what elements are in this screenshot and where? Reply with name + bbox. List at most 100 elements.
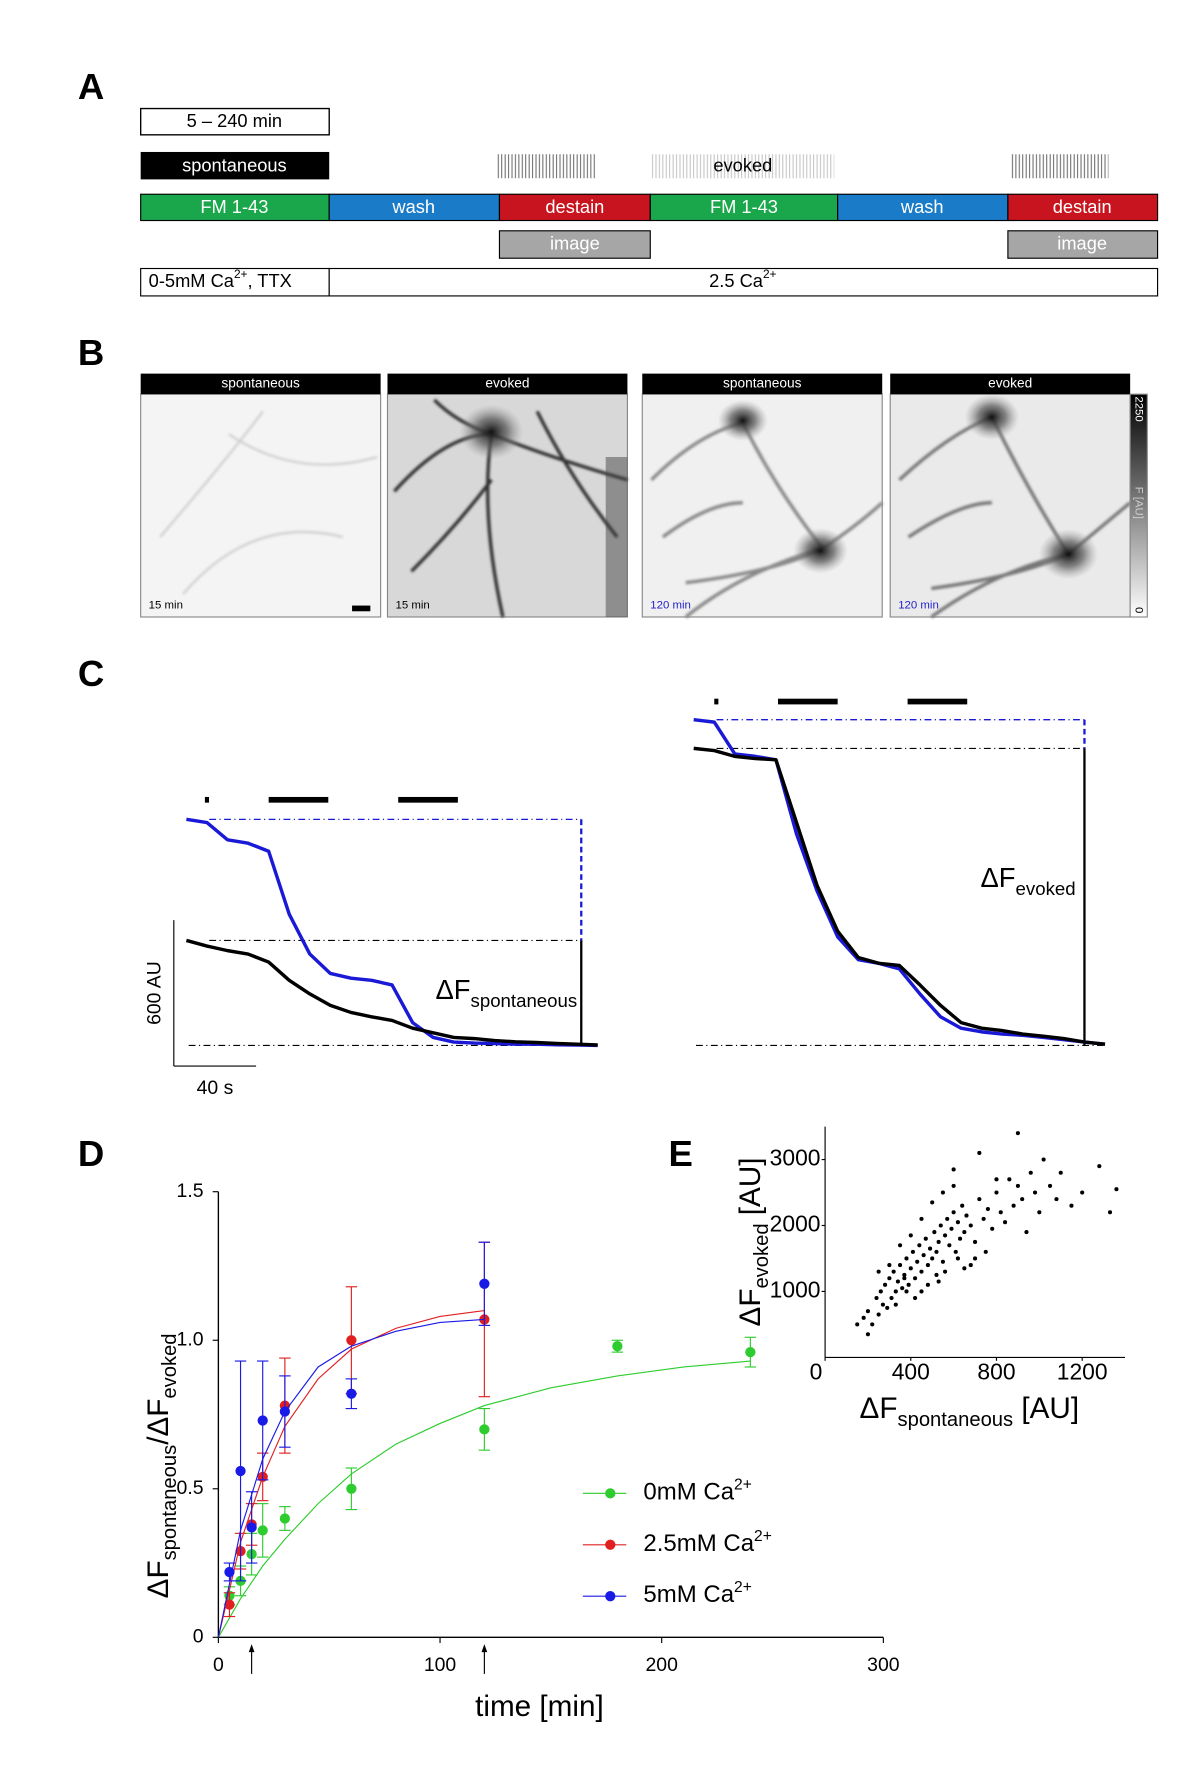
data-point — [1107, 1210, 1113, 1215]
stim-hatch — [496, 154, 596, 179]
calcium-box — [140, 267, 330, 297]
data-point — [1041, 1157, 1046, 1162]
data-point — [1015, 1131, 1020, 1136]
data-point — [346, 1335, 357, 1346]
text-run: /ΔF — [142, 1399, 175, 1445]
data-point — [279, 1406, 291, 1417]
delta-label: ΔFspontaneous — [435, 974, 577, 1011]
trace — [186, 817, 598, 1048]
fit-curve — [217, 1360, 751, 1638]
data-point — [943, 1233, 948, 1238]
subscript: spontaneous — [159, 1445, 181, 1561]
image-header — [387, 373, 628, 395]
data-point — [893, 1289, 898, 1294]
data-point — [951, 1183, 956, 1188]
x-tick-label: 200 — [646, 1654, 679, 1676]
scale-bar-y-label: 600 AU — [144, 961, 166, 1025]
soma — [793, 527, 848, 574]
data-point — [906, 1282, 911, 1287]
data-point — [1037, 1210, 1042, 1215]
step-label: FM 1-43 — [200, 196, 268, 217]
text-run: ΔF — [980, 862, 1015, 893]
evoked-label: evoked — [713, 155, 772, 176]
calcium-box — [328, 267, 1159, 297]
data-point — [951, 1210, 956, 1215]
data-point — [1007, 1177, 1012, 1182]
spontaneous-label: spontaneous — [182, 155, 287, 176]
panel-label: A — [78, 66, 104, 107]
subscript: evoked — [1016, 878, 1076, 899]
y-tick-label: 1.0 — [177, 1328, 204, 1350]
step-label: wash — [900, 196, 944, 217]
data-point — [921, 1253, 926, 1258]
neurite — [393, 398, 628, 618]
step-box — [328, 193, 501, 222]
x-tick-label: 100 — [424, 1654, 457, 1676]
text-run: [AU] — [1013, 1392, 1079, 1425]
image-frame — [140, 393, 382, 618]
data-point — [1032, 1190, 1038, 1195]
subscript: evoked — [751, 1223, 773, 1288]
data-point — [943, 1269, 948, 1274]
data-point — [889, 1295, 894, 1301]
text-run: 5mM Ca — [643, 1582, 734, 1609]
data-point — [279, 1513, 291, 1524]
step-label: destain — [1053, 196, 1112, 217]
data-point — [1069, 1203, 1074, 1208]
subscript: spontaneous — [898, 1409, 1014, 1431]
superscript: 2+ — [763, 267, 777, 281]
data-point — [919, 1289, 924, 1294]
data-point — [977, 1150, 982, 1156]
step-box — [1007, 193, 1159, 222]
neurite — [898, 415, 1132, 619]
y-axis-label: ΔFevoked [AU] — [734, 1157, 774, 1326]
duration-box — [139, 107, 330, 136]
superscript: 2+ — [754, 1527, 772, 1544]
data-point — [902, 1272, 907, 1278]
image-label: image — [1057, 232, 1107, 253]
data-point — [887, 1276, 892, 1281]
calcium-label: 2.5 Ca2+ — [709, 267, 776, 291]
data-point — [745, 1346, 756, 1358]
micrograph — [386, 393, 628, 618]
panel-a-boxes — [139, 107, 1159, 297]
trace — [185, 938, 598, 1047]
stim-bar — [907, 698, 968, 705]
data-point — [968, 1263, 973, 1268]
data-point — [994, 1190, 999, 1195]
colorbar-labels: 2250 F [AU] 0 — [1133, 396, 1145, 613]
legend-marker — [605, 1591, 616, 1602]
y-tick-label: 3000 — [770, 1145, 821, 1171]
data-point — [1011, 1203, 1016, 1208]
neurite — [650, 421, 884, 619]
data-point — [1028, 1170, 1033, 1175]
data-point — [913, 1276, 918, 1281]
data-point — [346, 1483, 357, 1494]
data-point — [934, 1272, 939, 1278]
data-point — [951, 1167, 956, 1172]
data-point — [1020, 1197, 1025, 1202]
micrograph — [140, 393, 382, 618]
image-time: 15 min — [149, 600, 183, 612]
data-point — [913, 1295, 918, 1301]
text-run: 2.5mM Ca — [643, 1530, 754, 1557]
soma — [717, 399, 768, 442]
data-point — [887, 1263, 892, 1268]
soma — [964, 394, 1020, 440]
stim-bar — [398, 796, 458, 803]
data-point — [855, 1322, 860, 1327]
data-point — [934, 1249, 939, 1254]
data-point — [994, 1177, 999, 1182]
image-header — [890, 373, 1131, 395]
text-run: [AU] — [734, 1157, 767, 1223]
fit-curve — [217, 1309, 485, 1638]
arrow-head — [248, 1644, 255, 1653]
image-time: 120 min — [650, 600, 691, 612]
data-point — [972, 1239, 978, 1245]
image-box — [498, 230, 651, 259]
trace — [693, 746, 1106, 1046]
data-point — [953, 1249, 958, 1254]
data-point — [962, 1266, 967, 1271]
data-point — [1002, 1220, 1008, 1225]
text-run: , TTX — [247, 270, 291, 291]
